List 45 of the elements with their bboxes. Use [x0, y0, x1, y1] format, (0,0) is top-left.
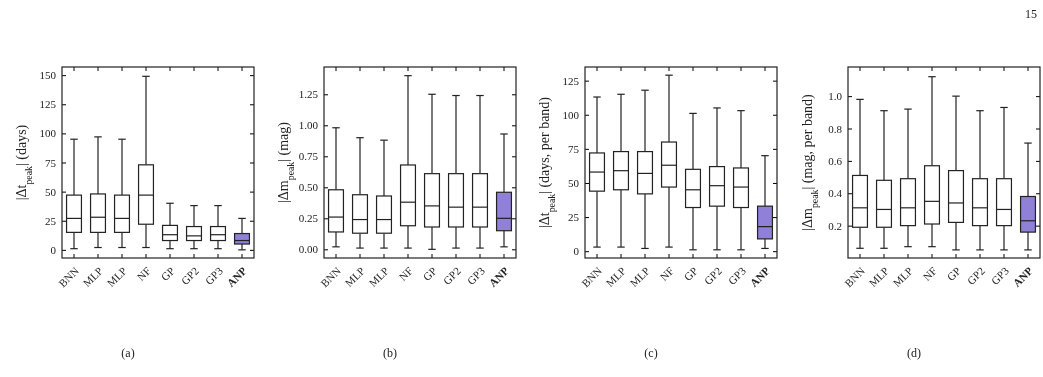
- y-tick-label: 1.0: [828, 90, 843, 103]
- y-tick-label: 125: [39, 98, 57, 111]
- y-tick-label: 50: [568, 176, 580, 189]
- x-tick-label: NF: [396, 264, 415, 283]
- x-tick-label: GP2: [178, 264, 201, 287]
- x-tick-label: GP: [158, 264, 177, 283]
- y-tick-label: 0.75: [298, 150, 319, 163]
- y-tick-label: 0.2: [828, 219, 842, 232]
- y-tick-label: 25: [568, 211, 580, 224]
- x-tick-label: GP3: [988, 264, 1012, 287]
- x-tick-label: NF: [920, 264, 939, 283]
- text: (b): [383, 346, 397, 360]
- y-tick-label: 125: [562, 74, 580, 87]
- y-tick-label: 75: [568, 142, 580, 155]
- x-tick-label: GP2: [701, 264, 724, 287]
- x-tick-label: NF: [134, 264, 153, 283]
- y-tick-label: 25: [45, 214, 57, 227]
- x-tick-label: GP: [681, 264, 700, 283]
- y-tick-label: 1.25: [298, 88, 319, 101]
- y-tick-label: 0.00: [298, 243, 319, 256]
- y-tick-label: 50: [45, 185, 57, 198]
- text: 15: [1025, 7, 1037, 21]
- y-tick-label: 100: [39, 127, 57, 140]
- y-tick-label: 0.8: [828, 122, 843, 135]
- text: (a): [121, 346, 135, 360]
- x-tick-label: GP2: [440, 264, 463, 287]
- y-tick-label: 0: [573, 245, 580, 258]
- y-tick-label: 0: [50, 243, 57, 256]
- x-tick-label: GP3: [202, 264, 226, 287]
- x-tick-label: GP: [420, 264, 439, 283]
- y-tick-label: 75: [45, 156, 57, 169]
- y-tick-label: 100: [562, 108, 580, 121]
- text: (c): [644, 346, 658, 360]
- x-tick-label: GP: [944, 264, 963, 283]
- y-tick-label: 0.4: [828, 187, 843, 200]
- y-tick-label: 0.6: [828, 154, 843, 167]
- x-tick-label: GP3: [725, 264, 749, 287]
- text: (d): [907, 346, 921, 360]
- y-tick-label: 1.00: [298, 119, 319, 132]
- y-tick-label: 0.50: [298, 181, 319, 194]
- x-tick-label: GP3: [464, 264, 488, 287]
- x-tick-label: GP2: [964, 264, 987, 287]
- y-tick-label: 150: [39, 69, 57, 82]
- y-tick-label: 0.25: [298, 212, 319, 225]
- x-tick-label: NF: [657, 264, 676, 283]
